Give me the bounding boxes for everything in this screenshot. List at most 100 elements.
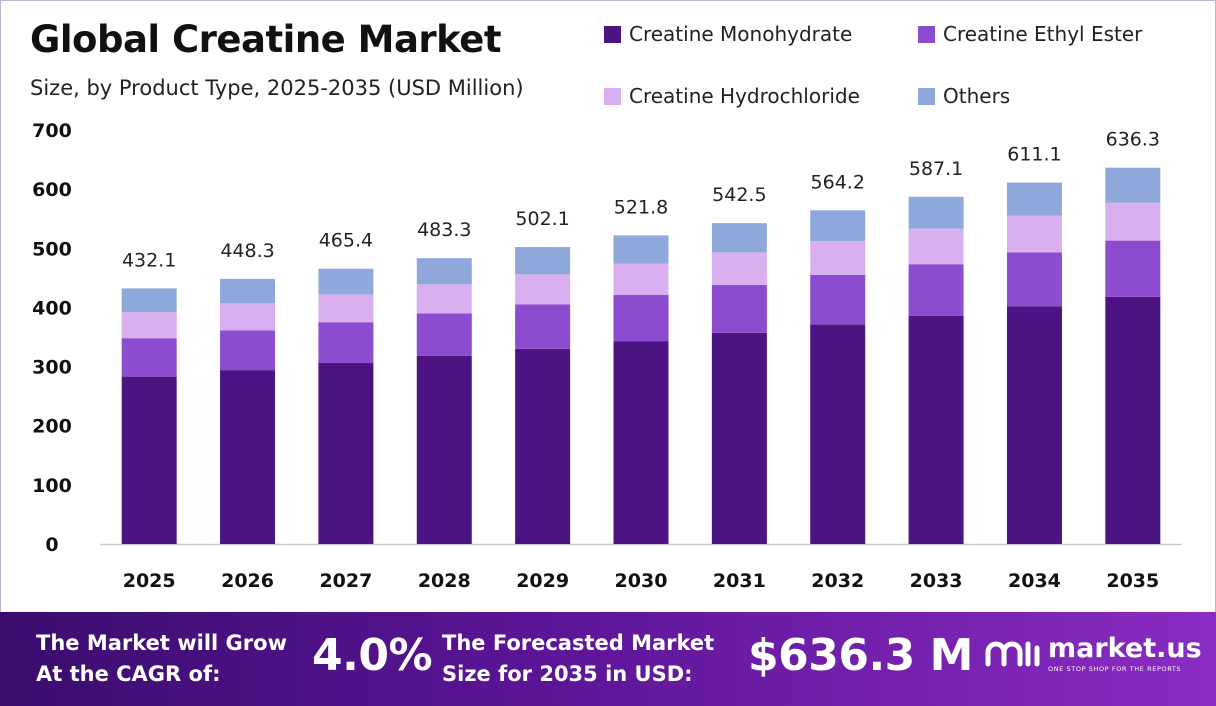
bar-segment	[1105, 296, 1161, 544]
legend-item-creatine-ethyl-ester: Creatine Ethyl Ester	[918, 22, 1142, 46]
legend-swatch-creatine-ethyl-ester	[918, 25, 935, 43]
x-tick-label: 2032	[811, 570, 864, 592]
legend-swatch-creatine-monohydrate	[604, 25, 621, 43]
x-tick-label: 2027	[319, 570, 372, 592]
bar-total-label: 448.3	[220, 240, 274, 262]
bar-segment	[1105, 240, 1161, 297]
brand-name: market.us	[1048, 633, 1202, 664]
bar-segment	[318, 268, 374, 295]
y-tick-label: 600	[32, 179, 72, 201]
bar-segment	[1006, 252, 1062, 307]
bar-total-label: 542.5	[712, 184, 766, 206]
bar-segment	[220, 370, 276, 544]
bar-segment	[121, 288, 177, 313]
footer-banner: The Market will Grow At the CAGR of: 4.0…	[0, 612, 1216, 706]
bar-segment	[810, 274, 866, 325]
bar-total-label: 465.4	[319, 230, 373, 252]
stacked-bar-chart: 0 100 200 300 400 500 600 700 432.1 2025 448.3 2026…	[32, 120, 1182, 592]
y-tick-label: 0	[45, 534, 58, 556]
bar-segment	[416, 313, 472, 356]
y-tick-label: 300	[32, 357, 72, 379]
brand-tagline: ONE STOP SHOP FOR THE REPORTS	[1048, 665, 1182, 673]
bar-total-label: 502.1	[515, 208, 569, 230]
bar-segment	[1105, 167, 1161, 203]
bar-total-label: 521.8	[614, 196, 668, 218]
bar-segment	[515, 247, 571, 275]
bar-segment	[1105, 202, 1161, 241]
brand-logo[interactable]: market.us ONE STOP SHOP FOR THE REPORTS	[984, 634, 1202, 674]
bar-segment	[613, 341, 669, 544]
legend-label: Creatine Monohydrate	[629, 22, 853, 46]
legend-item-creatine-monohydrate: Creatine Monohydrate	[604, 22, 852, 46]
bar-total-label: 432.1	[122, 249, 176, 271]
legend-swatch-others	[918, 87, 935, 105]
bar-segment	[416, 355, 472, 544]
forecast-value: $636.3 M	[748, 630, 973, 681]
x-tick-label: 2035	[1106, 570, 1159, 592]
bar-total-label: 483.3	[417, 219, 471, 241]
bar-segment	[416, 258, 472, 285]
y-tick-label: 500	[32, 238, 72, 260]
bar-segment	[711, 284, 767, 333]
bar-segment	[121, 376, 177, 544]
bar-segment	[908, 228, 964, 265]
bar-segment	[121, 312, 177, 339]
bar-segment	[810, 210, 866, 242]
bar-segment	[810, 324, 866, 544]
legend-label: Creatine Hydrochloride	[629, 84, 860, 108]
legend-item-others: Others	[918, 84, 1010, 108]
legend-label: Others	[943, 84, 1011, 108]
x-tick-label: 2030	[615, 570, 668, 592]
cagr-caption-line1: The Market will Grow	[36, 631, 287, 655]
bar-total-label: 587.1	[909, 158, 963, 180]
bar-segment	[220, 278, 276, 304]
bar-segment	[711, 252, 767, 285]
bar-segment	[613, 263, 669, 296]
bar-segment	[318, 363, 374, 544]
y-tick-label: 200	[32, 416, 72, 438]
legend-swatch-creatine-hydrochloride	[604, 87, 621, 105]
bar-segment	[515, 348, 571, 544]
x-tick-label: 2028	[418, 570, 471, 592]
y-tick-label: 100	[32, 475, 72, 497]
bar-segment	[121, 338, 177, 377]
bar-segment	[613, 295, 669, 342]
legend-label: Creatine Ethyl Ester	[943, 22, 1143, 46]
market-us-logo-icon	[985, 641, 1040, 667]
bar-segment	[318, 322, 374, 364]
x-tick-label: 2025	[123, 570, 176, 592]
bar-segment	[613, 235, 669, 264]
chart-title: Global Creatine Market	[30, 18, 502, 61]
x-tick-label: 2026	[221, 570, 274, 592]
x-tick-label: 2033	[910, 570, 963, 592]
cagr-value: 4.0%	[312, 630, 433, 681]
legend: Creatine Monohydrate Creatine Ethyl Este…	[604, 22, 1204, 112]
bar-total-label: 611.1	[1007, 144, 1061, 166]
forecast-caption-line1: The Forecasted Market	[442, 631, 715, 655]
bar-segment	[810, 241, 866, 275]
legend-item-creatine-hydrochloride: Creatine Hydrochloride	[604, 84, 860, 108]
forecast-caption-line2: Size for 2035 in USD:	[442, 662, 693, 686]
bar-segment	[515, 304, 571, 349]
bar-total-label: 564.2	[811, 171, 865, 193]
bar-total-label: 636.3	[1106, 129, 1160, 151]
bar-segment	[220, 330, 276, 371]
y-tick-label: 400	[32, 297, 72, 319]
chart-subtitle: Size, by Product Type, 2025-2035 (USD Mi…	[30, 76, 524, 100]
forecast-caption: The Forecasted Market Size for 2035 in U…	[442, 628, 714, 690]
bar-segment	[711, 223, 767, 253]
x-tick-label: 2031	[713, 570, 766, 592]
bar-segment	[908, 196, 964, 229]
y-tick-label: 700	[32, 120, 72, 142]
bar-segment	[908, 264, 964, 316]
bar-segment	[318, 294, 374, 323]
cagr-caption-line2: At the CAGR of:	[36, 662, 221, 686]
bar-segment	[711, 332, 767, 544]
bar-segment	[515, 274, 571, 305]
bar-segment	[220, 303, 276, 331]
bar-segment	[908, 315, 964, 544]
bar-segment	[416, 284, 472, 314]
cagr-caption: The Market will Grow At the CAGR of:	[36, 628, 287, 690]
x-tick-label: 2029	[516, 570, 569, 592]
bar-segment	[1006, 306, 1062, 544]
